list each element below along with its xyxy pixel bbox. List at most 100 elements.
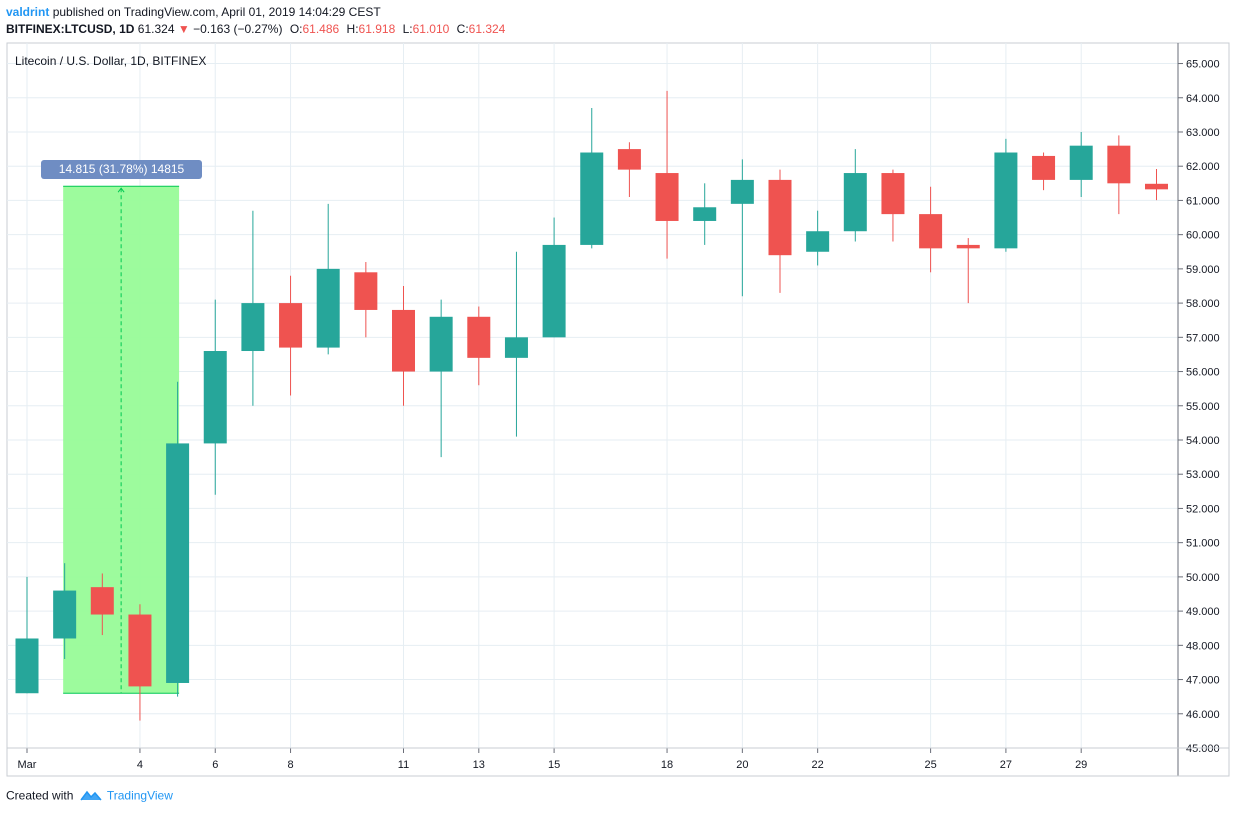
candle bbox=[580, 108, 604, 249]
candle bbox=[994, 138, 1018, 252]
x-tick-label: 25 bbox=[924, 759, 936, 771]
y-tick-label: 48.000 bbox=[1186, 640, 1220, 652]
candle-body bbox=[90, 587, 114, 615]
candle-body bbox=[467, 316, 491, 358]
candle-body bbox=[843, 173, 867, 232]
candle bbox=[542, 217, 566, 338]
symbol-legend: BITFINEX:LTCUSD, 1D 61.324 ▼ −0.163 (−0.… bbox=[6, 22, 505, 36]
candle-body bbox=[429, 316, 453, 372]
candle bbox=[53, 563, 77, 660]
x-tick-label: 13 bbox=[473, 759, 485, 771]
candle-body bbox=[956, 244, 980, 249]
measure-label[interactable]: 14.815 (31.78%) 14815 bbox=[41, 160, 202, 179]
candle-body bbox=[392, 309, 415, 372]
x-tick-label: 22 bbox=[812, 759, 824, 771]
candle-body bbox=[919, 214, 943, 249]
candle bbox=[956, 238, 980, 304]
low-label: L: bbox=[402, 22, 413, 36]
candle bbox=[617, 142, 641, 198]
x-tick-label: 11 bbox=[398, 759, 409, 771]
y-tick-label: 65.000 bbox=[1186, 59, 1220, 71]
candle-body bbox=[693, 207, 717, 221]
last-price: 61.324 bbox=[137, 22, 175, 36]
candle-body bbox=[994, 152, 1018, 249]
candle-body bbox=[768, 179, 792, 256]
y-tick-label: 57.000 bbox=[1186, 332, 1220, 344]
candle bbox=[843, 149, 867, 242]
candle-body bbox=[881, 173, 905, 215]
candle-body bbox=[580, 152, 604, 245]
chart-frame bbox=[6, 42, 1230, 749]
y-tick-label: 55.000 bbox=[1186, 401, 1220, 413]
candle bbox=[1107, 135, 1131, 215]
y-tick-label: 49.000 bbox=[1186, 606, 1220, 618]
x-tick-label: 4 bbox=[137, 759, 143, 771]
candle-body bbox=[730, 179, 754, 204]
low-value: 61.010 bbox=[412, 22, 450, 36]
candle bbox=[279, 275, 303, 396]
candle-body bbox=[655, 173, 679, 221]
candle bbox=[166, 381, 190, 697]
tradingview-link[interactable]: TradingView bbox=[106, 788, 173, 803]
y-tick-label: 50.000 bbox=[1186, 572, 1220, 584]
symbol-name: BITFINEX:LTCUSD, 1D bbox=[6, 22, 135, 36]
candle-body bbox=[53, 590, 77, 639]
candle bbox=[1069, 131, 1093, 198]
y-tick-label: 60.000 bbox=[1186, 230, 1220, 242]
candle-body bbox=[617, 149, 641, 170]
candle-body bbox=[203, 351, 227, 444]
created-with-text: Created with bbox=[6, 788, 74, 803]
y-tick-label: 45.000 bbox=[1186, 743, 1220, 755]
candle-body bbox=[542, 244, 566, 338]
candle bbox=[693, 183, 717, 245]
candle bbox=[15, 576, 39, 694]
candle bbox=[1032, 152, 1056, 191]
y-tick-label: 56.000 bbox=[1186, 367, 1220, 379]
candle bbox=[316, 203, 340, 355]
candle-body bbox=[1032, 155, 1056, 180]
measure-tool[interactable] bbox=[63, 185, 180, 694]
candle bbox=[919, 186, 943, 273]
candle bbox=[730, 159, 754, 297]
open-label: O: bbox=[289, 22, 303, 36]
candle bbox=[429, 299, 453, 458]
y-tick-label: 64.000 bbox=[1186, 93, 1220, 105]
candle-body bbox=[806, 231, 830, 252]
candle bbox=[354, 262, 378, 338]
candle bbox=[467, 306, 491, 386]
y-tick-label: 53.000 bbox=[1186, 469, 1220, 481]
candle-body bbox=[279, 303, 303, 348]
x-tick-label: 18 bbox=[661, 759, 673, 771]
close-value: 61.324 bbox=[468, 22, 506, 36]
candle bbox=[768, 169, 792, 293]
open-value: 61.486 bbox=[302, 22, 340, 36]
measure-arrow-icon bbox=[117, 187, 125, 193]
candle-body bbox=[1107, 145, 1131, 184]
candle bbox=[203, 299, 227, 495]
candle bbox=[241, 210, 265, 406]
candle-body bbox=[241, 303, 265, 352]
y-tick-label: 58.000 bbox=[1186, 298, 1220, 310]
price-change: −0.163 (−0.27%) bbox=[193, 22, 283, 36]
published-text: published on TradingView.com, April 01, … bbox=[52, 5, 381, 19]
author-link[interactable]: valdrint bbox=[6, 5, 50, 19]
time-axis-frame bbox=[6, 747, 1230, 777]
candles bbox=[15, 90, 1168, 721]
down-arrow-icon: ▼ bbox=[177, 22, 190, 36]
candle-body bbox=[354, 272, 378, 310]
candle bbox=[806, 210, 830, 266]
y-tick-label: 59.000 bbox=[1186, 264, 1220, 276]
chart-title: Litecoin / U.S. Dollar, 1D, BITFINEX bbox=[15, 54, 207, 68]
candle bbox=[90, 573, 114, 636]
x-tick-label: 27 bbox=[1000, 759, 1012, 771]
candle-body bbox=[1069, 145, 1093, 180]
x-tick-label: 6 bbox=[212, 759, 218, 771]
grid bbox=[6, 42, 1230, 749]
candle-body bbox=[316, 268, 340, 348]
high-label: H: bbox=[346, 22, 359, 36]
candle-body bbox=[1145, 183, 1168, 190]
high-value: 61.918 bbox=[358, 22, 396, 36]
y-tick-label: 54.000 bbox=[1186, 435, 1220, 447]
candle-body bbox=[504, 337, 528, 358]
